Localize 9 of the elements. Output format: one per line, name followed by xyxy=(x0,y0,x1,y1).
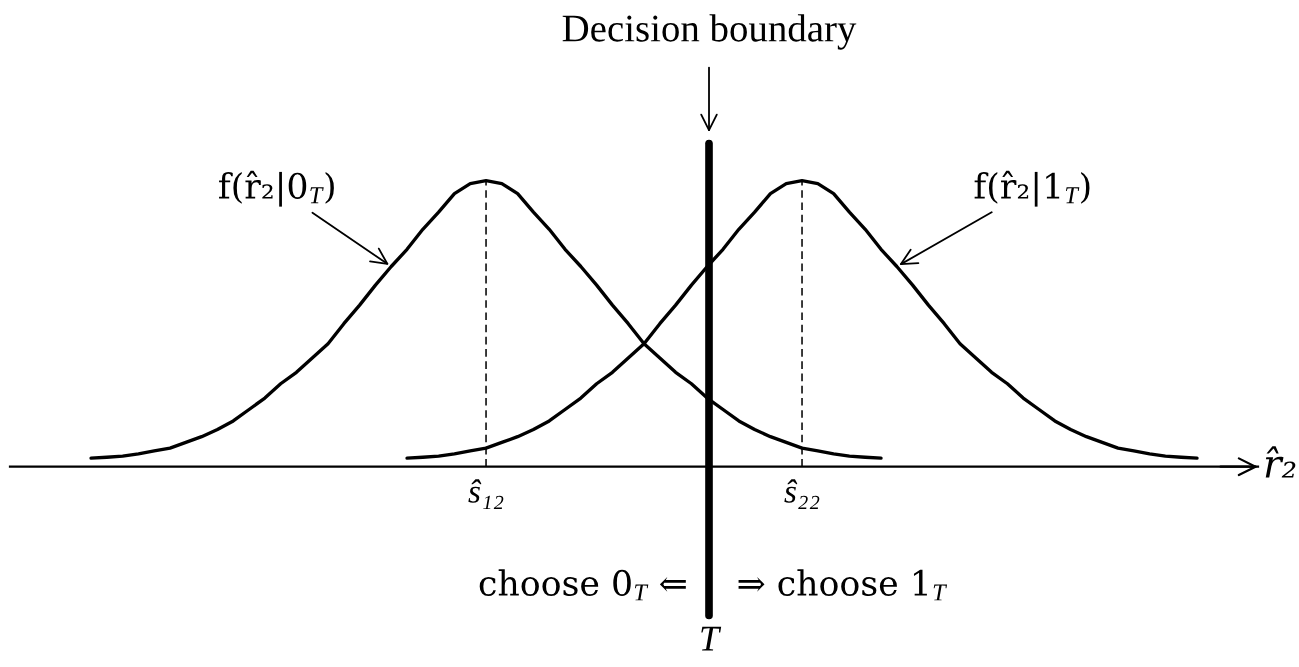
x-axis-title: r̂₂ xyxy=(1265,446,1296,478)
text: ⇒ choose 1$_{T}$ xyxy=(738,569,948,601)
x-tick-label: ŝ₂₂ xyxy=(784,479,820,510)
text: Decision boundary xyxy=(562,14,857,50)
x-tick-label: ŝ₁₂ xyxy=(468,479,504,510)
text: f(r̂₂|1$_{T}$) xyxy=(974,170,1090,207)
text: choose 0$_{T}$ ⇐ xyxy=(479,569,686,601)
text: T xyxy=(701,626,722,651)
text: f(r̂₂|0$_{T}$) xyxy=(219,170,334,207)
